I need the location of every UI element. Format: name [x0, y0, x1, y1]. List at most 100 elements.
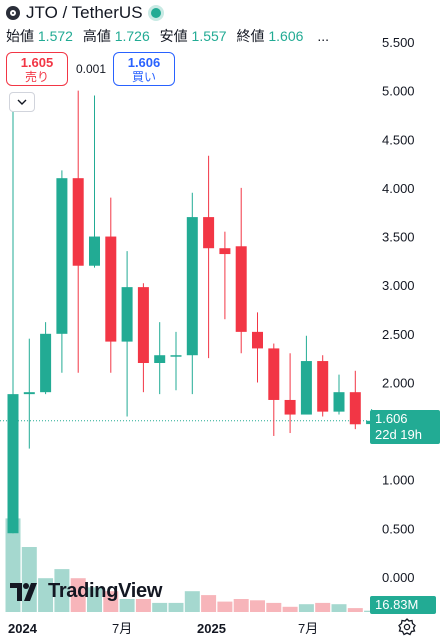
- volume-bar: [217, 601, 233, 612]
- candle[interactable]: [72, 90, 84, 373]
- volume-bar: [135, 599, 151, 612]
- candle[interactable]: [252, 312, 263, 383]
- y-axis-tick-label: 0.500: [382, 521, 415, 536]
- candle[interactable]: [170, 331, 182, 391]
- candle[interactable]: [235, 187, 247, 354]
- tradingview-logo-icon: [10, 582, 37, 601]
- candle-body: [219, 248, 231, 255]
- candle[interactable]: [349, 370, 361, 430]
- y-axis-tick-label: 1.000: [382, 473, 415, 488]
- candle[interactable]: [7, 105, 19, 534]
- candle-body: [105, 236, 117, 342]
- current-price-label: 1.606 22d 19h: [370, 410, 440, 444]
- y-axis-tick-label: 0.000: [382, 570, 415, 585]
- volume-bar: [331, 604, 347, 612]
- ohlc-values: 始値 1.572 高値 1.726 安値 1.557 終値 1.606 ...: [6, 26, 329, 46]
- candle-body: [154, 355, 166, 363]
- watermark-text: TradingView: [48, 580, 163, 602]
- y-axis-tick-label: 2.500: [382, 327, 415, 342]
- candle[interactable]: [186, 192, 198, 395]
- buy-price: 1.606: [127, 55, 161, 70]
- candle[interactable]: [121, 251, 133, 417]
- more-values[interactable]: ...: [317, 28, 329, 44]
- volume-value-label: 16.83M: [370, 596, 436, 614]
- symbol-title[interactable]: JTO / TetherUS: [26, 3, 143, 22]
- volume-bar: [233, 599, 249, 612]
- open-value: 1.572: [37, 28, 73, 44]
- tradingview-watermark[interactable]: TradingView: [10, 580, 162, 603]
- low-value: 1.557: [191, 28, 227, 44]
- sell-label: 売り: [24, 70, 49, 84]
- close-value: 1.606: [268, 28, 304, 44]
- volume-bar: [5, 518, 21, 612]
- candle[interactable]: [56, 170, 68, 373]
- candle-countdown: 22d 19h: [375, 427, 422, 442]
- open-label: 始値: [6, 28, 34, 44]
- sell-button[interactable]: 1.605 売り: [6, 52, 68, 86]
- volume-bar: [70, 578, 86, 612]
- y-axis-tick-label: 3.000: [382, 278, 415, 293]
- candle[interactable]: [203, 155, 215, 359]
- gear-icon[interactable]: [398, 618, 416, 636]
- chevron-down-icon: [17, 99, 27, 105]
- volume-bar: [282, 606, 298, 612]
- candle[interactable]: [284, 353, 296, 434]
- candle[interactable]: [89, 95, 100, 268]
- candle[interactable]: [40, 322, 52, 395]
- candle-body: [137, 287, 149, 363]
- candle[interactable]: [23, 338, 35, 449]
- candle-body: [186, 217, 198, 356]
- candle-body: [72, 178, 84, 266]
- collapse-legend-button[interactable]: [9, 92, 35, 112]
- y-axis-tick-label: 5.000: [382, 84, 415, 99]
- high-value: 1.726: [114, 28, 150, 44]
- candle[interactable]: [333, 374, 345, 415]
- candle-body: [349, 392, 361, 425]
- volume-bar: [87, 587, 102, 612]
- candle-body: [40, 333, 52, 393]
- y-axis-tick-label: 4.500: [382, 132, 415, 147]
- candle[interactable]: [154, 322, 166, 395]
- candle[interactable]: [300, 335, 312, 415]
- candle-body: [235, 246, 247, 332]
- candle-body: [89, 236, 100, 266]
- candle[interactable]: [105, 197, 117, 373]
- volume-bar: [315, 602, 331, 612]
- sell-price: 1.605: [20, 55, 54, 70]
- x-axis-tick-label: 2025: [197, 621, 226, 636]
- candle-body: [268, 348, 280, 400]
- candle-body: [333, 392, 345, 412]
- y-axis-tick-label: 2.000: [382, 375, 415, 390]
- y-axis-tick-label: 4.000: [382, 181, 415, 196]
- candle[interactable]: [317, 355, 329, 417]
- candle-body: [252, 331, 263, 349]
- candle-body: [170, 355, 182, 357]
- volume-bar: [347, 608, 363, 612]
- volume-bar: [168, 602, 184, 612]
- volume-bar: [201, 595, 217, 612]
- buy-button[interactable]: 1.606 買い: [113, 52, 175, 86]
- volume-bar: [21, 547, 37, 612]
- volume-bar: [250, 600, 265, 612]
- x-axis-tick-label: 7月: [298, 621, 318, 636]
- high-label: 高値: [82, 28, 111, 44]
- volume-bar: [266, 602, 282, 612]
- volume-bar: [54, 569, 70, 612]
- chart-header: JTO / TetherUS 始値 1.572 高値 1.726 安値 1.55…: [0, 0, 443, 52]
- current-price-value: 1.606: [375, 411, 408, 426]
- spread-value: 0.001: [76, 62, 107, 76]
- candle[interactable]: [219, 231, 231, 320]
- y-axis-tick-label: 3.500: [382, 230, 415, 245]
- live-status-dot-icon: [150, 8, 161, 18]
- x-axis-tick-label: 2024: [8, 621, 38, 636]
- x-axis-tick-label: 7月: [112, 621, 132, 636]
- volume-bar: [119, 599, 135, 612]
- candle[interactable]: [137, 283, 149, 393]
- candle-body: [56, 178, 68, 334]
- candle[interactable]: [268, 343, 280, 436]
- candle-body: [7, 394, 19, 534]
- volume-bar: [184, 591, 200, 612]
- low-label: 安値: [159, 28, 188, 44]
- volume-bar: [103, 591, 119, 612]
